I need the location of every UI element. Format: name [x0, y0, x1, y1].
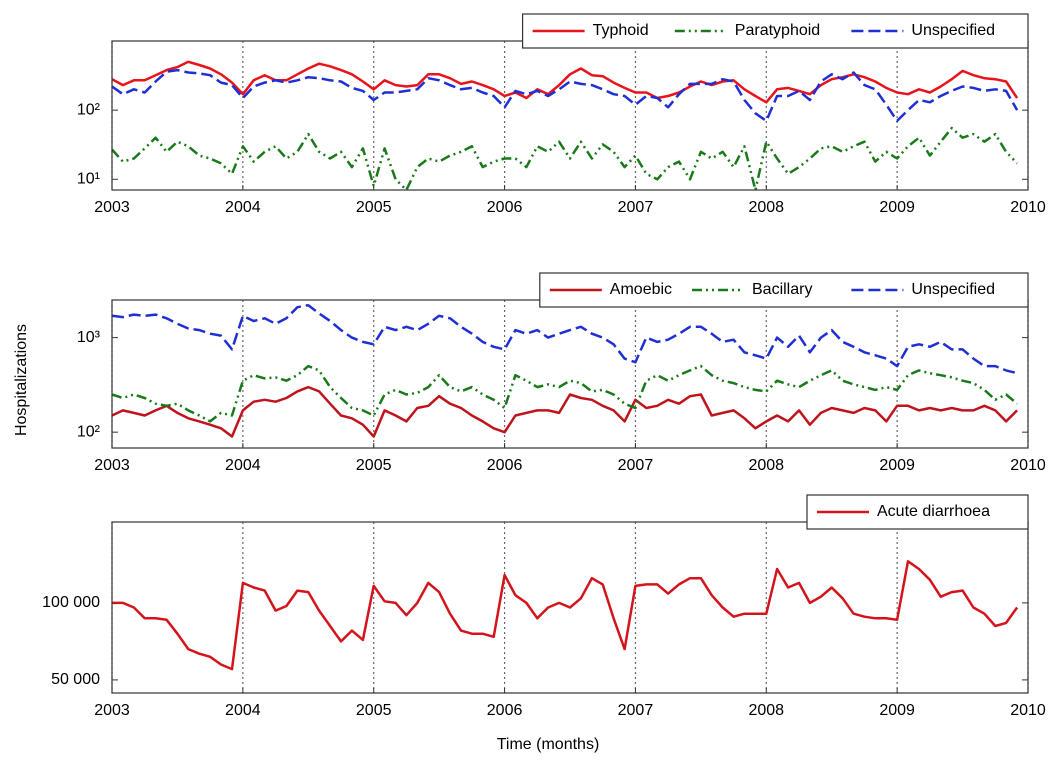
x-tick-label: 2007	[618, 457, 654, 474]
x-tick-label: 2006	[487, 199, 523, 216]
x-tick-label: 2010	[1010, 199, 1046, 216]
series-line	[111, 126, 1019, 192]
x-tick-label: 2003	[94, 199, 130, 216]
x-tick-label: 2008	[748, 457, 784, 474]
legend-label: Bacillary	[752, 281, 812, 298]
series-line	[111, 60, 1019, 104]
legend-label: Amoebic	[610, 281, 672, 298]
x-tick-label: 2007	[618, 702, 654, 719]
series-line	[111, 68, 1019, 123]
series-line	[111, 364, 1018, 423]
x-tick-label: 2010	[1010, 702, 1046, 719]
x-tick-label: 2007	[618, 199, 654, 216]
y-tick-label: 50 000	[51, 671, 100, 688]
x-tick-label: 2004	[225, 199, 261, 216]
x-tick-label: 2003	[94, 457, 130, 474]
legend-label: Unspecified	[911, 281, 995, 298]
y-tick-label: 100 000	[42, 594, 100, 611]
x-tick-label: 2009	[879, 702, 915, 719]
y-tick-label: 10¹	[77, 171, 100, 188]
series-line	[112, 560, 1019, 671]
legend-box	[539, 272, 1029, 308]
legend-label: Paratyphoid	[735, 22, 820, 39]
legend-label: Typhoid	[593, 22, 649, 39]
x-tick-label: 2005	[356, 199, 392, 216]
x-tick-label: 2004	[225, 702, 261, 719]
x-tick-label: 2010	[1010, 457, 1046, 474]
x-tick-label: 2008	[748, 199, 784, 216]
legend-label: Acute diarrhoea	[877, 503, 990, 520]
y-tick-label: 10²	[77, 101, 101, 118]
x-tick-label: 2005	[356, 702, 392, 719]
x-tick-label: 2006	[487, 457, 523, 474]
plot-frame	[111, 521, 1029, 694]
y-tick-label: 10³	[77, 329, 101, 346]
x-tick-label: 2004	[225, 457, 261, 474]
x-tick-label: 2006	[487, 702, 523, 719]
x-tick-label: 2005	[356, 457, 392, 474]
legend-label: Unspecified	[911, 22, 995, 39]
y-axis-label: Hospitalizations	[13, 324, 30, 436]
series-line	[111, 385, 1018, 438]
plot-frame	[111, 40, 1029, 191]
legend-box	[521, 13, 1029, 49]
y-tick-label: 10²	[77, 423, 101, 440]
x-tick-label: 2008	[748, 702, 784, 719]
x-tick-label: 2009	[879, 457, 915, 474]
x-tick-label: 2009	[879, 199, 915, 216]
plot-frame	[111, 299, 1029, 449]
x-axis-label: Time (months)	[497, 736, 600, 753]
x-tick-label: 2003	[94, 702, 130, 719]
series-line	[111, 303, 1018, 375]
